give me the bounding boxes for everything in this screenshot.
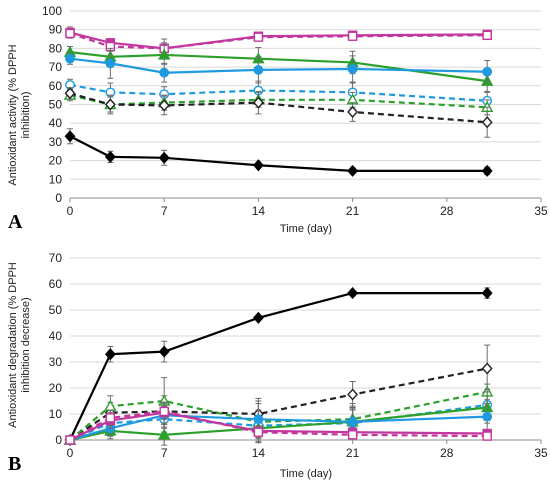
panel-b-y-tick-label: 20	[49, 381, 63, 395]
panel-b-series-7-point	[105, 413, 116, 423]
panel-a-series-6-point	[104, 98, 116, 111]
panel-a-y-tick-label: 40	[49, 116, 63, 130]
panel-b-x-tick-label: 7	[161, 446, 168, 460]
panel-a-y-tick-label: 50	[49, 98, 63, 112]
panel-a-y-tick-label: 0	[55, 191, 62, 205]
panel-b-y-tick-label: 10	[49, 407, 63, 421]
panel-b-series-7-point	[347, 430, 358, 440]
panel-a-y-tick-label: 80	[49, 41, 63, 55]
panel-b-series-1-line	[69, 367, 488, 441]
panel-a-y-tick-label: 10	[49, 172, 63, 186]
panel-a-x-tick-label: 35	[534, 204, 548, 218]
panel-a-y-tick-label: 30	[49, 135, 63, 149]
panel-b-series-0-point	[481, 287, 493, 300]
panel-b-series-2-point	[104, 399, 117, 411]
panel-b-series-7-line	[69, 410, 488, 441]
panel-a-x-tick-label: 0	[67, 204, 74, 218]
panel-a-series-7-line	[69, 135, 488, 172]
panel-b-x-tick-label: 0	[67, 446, 74, 460]
panel-b-y-tick-label: 40	[49, 329, 63, 343]
panel-a-series-1-point	[347, 31, 358, 41]
panel-a-series-6-point	[347, 105, 359, 119]
panel-b-series-5-point	[482, 411, 493, 422]
panel-a-series-6-point	[158, 99, 170, 112]
panel-a-y-tick-label: 70	[49, 60, 63, 74]
panel-b-label: B	[8, 453, 21, 475]
panel-a-label: A	[8, 211, 23, 233]
panel-b-y-tick-label: 60	[49, 277, 63, 291]
panel-b-series-2-line	[69, 390, 488, 441]
panel-a-series-3-point	[347, 64, 358, 74]
panel-b-series-5-point	[347, 416, 358, 427]
panel-a-y-axis-label-line1: Antioxidant activity (% DPPH	[7, 44, 19, 185]
panel-a-y-tick-label: 100	[42, 4, 62, 18]
panel-a-series-3-line	[69, 57, 488, 74]
panel-a-y-tick-label: 60	[49, 79, 63, 93]
panel-a-x-tick-label: 14	[252, 204, 266, 218]
panel-b-y-axis-label-line2: inhibition decrease)	[20, 297, 32, 392]
panel-a-series-3-point	[482, 66, 493, 77]
panel-a-y-axis-label-line2: inhibition)	[20, 91, 32, 138]
panel-b-series-5-line	[69, 414, 488, 442]
panel-a-series-2-point	[158, 48, 171, 60]
panel-a-x-tick-label: 21	[346, 204, 360, 218]
panel-b-y-tick-label: 50	[49, 303, 63, 317]
panel-a-series-3-point	[65, 53, 75, 64]
panel-a-series-1-point	[65, 28, 75, 39]
panel-b-series-0-point	[158, 345, 170, 358]
panel-a-y-tick-label: 90	[49, 23, 63, 37]
panel-a-series-3-point	[159, 67, 170, 78]
panel-a-series-7-point	[64, 130, 76, 143]
panel-a-series-6-point	[252, 96, 264, 109]
panel-b-series-7-point	[65, 435, 75, 445]
panel-a-series-6-line	[69, 92, 488, 124]
panel-a-series-3-point	[105, 58, 116, 69]
panel-b-x-axis-label: Time (day)	[280, 468, 332, 480]
panel-b-x-tick-label: 35	[534, 446, 548, 460]
panel-a-x-tick-label: 28	[440, 204, 454, 218]
panel-a-series-1-point	[253, 32, 264, 42]
panel-b-series-7-point	[159, 406, 169, 417]
panel-b-series-7-point	[253, 427, 264, 437]
panel-b-series-0-point	[104, 348, 116, 361]
panel-a-x-tick-label: 7	[161, 204, 168, 218]
panel-a-series-7-point	[347, 164, 359, 177]
panel-b-x-tick-label: 28	[440, 446, 454, 460]
panel-b-series-6-line	[69, 411, 488, 441]
panel-b-x-tick-label: 21	[346, 446, 360, 460]
panel-a-series-1-line	[69, 32, 488, 50]
panel-a-series-2-line	[69, 51, 488, 83]
panel-a-series-7-point	[481, 164, 493, 177]
panel-a-chart: A Time (day) Antioxidant activity (% DPP…	[7, 4, 548, 235]
panel-a-y-tick-label: 20	[49, 154, 63, 168]
panel-a-series-7-point	[104, 150, 116, 163]
panel-b-series-1-point	[347, 388, 359, 401]
panel-b-series-7-point	[482, 431, 492, 441]
panel-b-y-tick-label: 30	[49, 355, 63, 369]
panel-b-series-0-line	[69, 292, 488, 441]
panel-a-series-6-point	[64, 87, 76, 100]
panel-b-x-tick-label: 14	[252, 446, 266, 460]
panel-b-y-tick-label: 70	[49, 251, 63, 265]
panel-a-series-4-line	[69, 83, 488, 102]
panel-b-chart: B Time (day) Antioxidant degradation (% …	[7, 251, 548, 480]
panel-a-series-6-point	[481, 116, 493, 129]
panel-a-series-3-point	[253, 65, 264, 75]
panel-b-series-0-point	[252, 311, 264, 324]
panel-a-series-7-point	[252, 159, 264, 172]
panel-b-series-4-point	[158, 428, 171, 440]
panel-a-series-0-line	[69, 31, 488, 50]
panel-b-series-4-line	[69, 406, 488, 442]
panel-b-series-1-point	[481, 362, 493, 375]
panel-a-series-7-point	[158, 151, 170, 164]
panel-b-y-axis-label-line1: Antioxidant degradation (% DPPH	[7, 262, 19, 428]
panel-a-x-axis-label: Time (day)	[280, 223, 332, 235]
panel-b-y-tick-label: 0	[55, 433, 62, 447]
panel-b-series-0-point	[347, 287, 359, 300]
panel-b-series-5-point	[253, 414, 264, 425]
panel-a-series-1-point	[482, 30, 492, 41]
